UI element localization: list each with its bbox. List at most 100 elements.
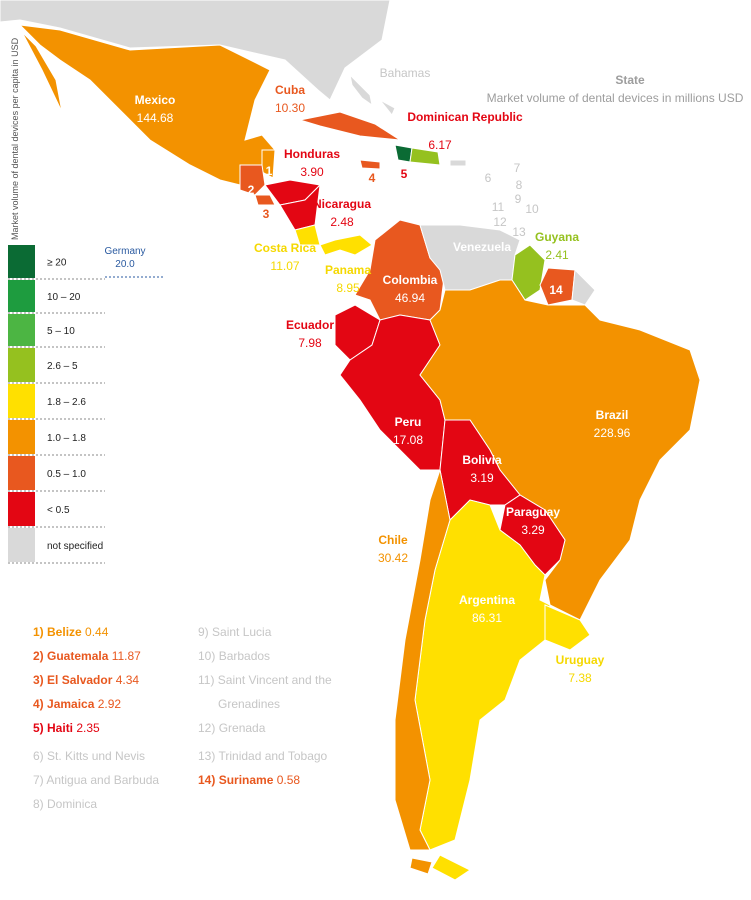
state-number: 7) bbox=[33, 773, 44, 787]
country-value: 144.68 bbox=[137, 111, 174, 125]
country-value: 86.31 bbox=[472, 611, 502, 625]
state-value: 0.44 bbox=[85, 625, 109, 639]
state-marker: 8 bbox=[516, 178, 523, 192]
islands bbox=[349, 73, 467, 167]
country-name: Chile bbox=[378, 533, 408, 547]
legend-label: 1.8 – 2.6 bbox=[47, 397, 86, 408]
country-name: Ecuador bbox=[286, 318, 334, 332]
state-number: 11) bbox=[198, 673, 214, 687]
country-value: 8.95 bbox=[336, 281, 360, 295]
country-name: Mexico bbox=[135, 93, 176, 107]
state-entry: 10) Barbados bbox=[198, 649, 270, 663]
country-value: 17.08 bbox=[393, 433, 423, 447]
state-entry: 8) Dominica bbox=[33, 797, 97, 811]
legend-label: ≥ 20 bbox=[47, 258, 67, 269]
state-entry: 5) Haiti 2.35 bbox=[33, 721, 100, 735]
legend-swatch bbox=[8, 528, 35, 562]
header: State Market volume of dental devices in… bbox=[487, 73, 744, 105]
state-name: Dominica bbox=[47, 797, 97, 811]
legend-swatch bbox=[8, 420, 35, 454]
haiti-shape bbox=[394, 144, 413, 163]
state-name: Barbados bbox=[219, 649, 270, 663]
legend-swatch bbox=[8, 384, 35, 418]
legend-label: 0.5 – 1.0 bbox=[47, 469, 86, 480]
state-marker: 3 bbox=[263, 207, 270, 221]
state-marker: 7 bbox=[514, 161, 521, 175]
state-value: 2.92 bbox=[98, 697, 122, 711]
legend-swatch bbox=[8, 280, 35, 312]
state-number: 6) bbox=[33, 749, 44, 763]
guatemala-shape bbox=[239, 164, 266, 196]
usa bbox=[0, 0, 391, 101]
country-name: Guyana bbox=[535, 230, 579, 244]
small-states: 1) Belize 0.44 2) Guatemala 11.87 3) El … bbox=[33, 625, 332, 811]
country-name: Paraguay bbox=[506, 505, 560, 519]
state-entry: 7) Antigua and Barbuda bbox=[33, 773, 159, 787]
country-value: 7.38 bbox=[568, 671, 592, 685]
state-value: 2.35 bbox=[76, 721, 100, 735]
legend-label: 1.0 – 1.8 bbox=[47, 433, 86, 444]
reference-value: 20.0 bbox=[115, 259, 135, 270]
state-marker: 1 bbox=[266, 164, 273, 178]
state-name: Antigua and Barbuda bbox=[46, 773, 159, 787]
state-name: El Salvador bbox=[47, 673, 113, 687]
country-value: 10.30 bbox=[275, 101, 305, 115]
country-value: 2.48 bbox=[330, 215, 354, 229]
state-entry: 2) Guatemala 11.87 bbox=[33, 649, 141, 663]
state-name: Trinidad and Tobago bbox=[218, 749, 327, 763]
country-name: Bolivia bbox=[462, 453, 502, 467]
country-name: Bahamas bbox=[380, 66, 431, 80]
header-title: State bbox=[615, 73, 645, 87]
state-number: 3) bbox=[33, 673, 44, 687]
state-marker: 12 bbox=[493, 215, 507, 229]
state-name: Jamaica bbox=[47, 697, 95, 711]
state-marker: 4 bbox=[369, 171, 376, 185]
state-number: 1) bbox=[33, 625, 44, 639]
legend-label: not specified bbox=[47, 541, 103, 552]
state-entry: 11) Saint Vincent and the bbox=[198, 673, 332, 687]
legend-swatch bbox=[8, 314, 35, 346]
state-entry: 1) Belize 0.44 bbox=[33, 625, 109, 639]
country-value: 3.19 bbox=[470, 471, 494, 485]
country-name: Venezuela bbox=[453, 240, 511, 254]
legend: Market volume of dental devices per capi… bbox=[8, 37, 165, 564]
state-entry: 9) Saint Lucia bbox=[198, 625, 272, 639]
cuba-shape bbox=[299, 111, 401, 141]
state-name: Guatemala bbox=[47, 649, 109, 663]
state-entry: 6) St. Kitts und Nevis bbox=[33, 749, 145, 763]
state-value: 11.87 bbox=[112, 649, 141, 663]
country-value: 3.29 bbox=[521, 523, 545, 537]
country-value: 46.94 bbox=[395, 291, 425, 305]
country-name: Peru bbox=[395, 415, 422, 429]
country-labels: Mexico 144.68 Cuba 10.30 Bahamas Dominican Re… bbox=[135, 66, 631, 685]
state-entry: 14) Suriname 0.58 bbox=[198, 773, 300, 787]
state-number: 9) bbox=[198, 625, 209, 639]
state-entry: 13) Trinidad and Tobago bbox=[198, 749, 328, 763]
land bbox=[0, 0, 701, 881]
state-number: 12) bbox=[198, 721, 215, 735]
state-name: Belize bbox=[47, 625, 82, 639]
state-marker: 5 bbox=[401, 167, 408, 181]
state-entry-cont: Grenadines bbox=[218, 697, 280, 711]
state-name: Saint Lucia bbox=[212, 625, 272, 639]
state-name: St. Kitts und Nevis bbox=[47, 749, 145, 763]
legend-label: 2.6 – 5 bbox=[47, 361, 78, 372]
header-subtitle: Market volume of dental devices in milli… bbox=[487, 91, 744, 105]
state-value: 0.58 bbox=[277, 773, 301, 787]
country-name: Uruguay bbox=[556, 653, 605, 667]
country-name: Colombia bbox=[383, 273, 438, 287]
country-value: 2.41 bbox=[545, 248, 569, 262]
state-number: 2) bbox=[33, 649, 44, 663]
state-marker: 9 bbox=[515, 192, 522, 206]
dominican-republic-shape bbox=[409, 147, 441, 166]
el-salvador-shape bbox=[254, 194, 276, 206]
legend-label: < 0.5 bbox=[47, 505, 70, 516]
state-marker: 6 bbox=[485, 171, 492, 185]
state-number: 8) bbox=[33, 797, 44, 811]
state-number: 4) bbox=[33, 697, 44, 711]
legend-swatch bbox=[8, 492, 35, 526]
legend-label: 5 – 10 bbox=[47, 326, 75, 337]
legend-swatch bbox=[8, 245, 35, 278]
nicaragua-shape bbox=[279, 183, 321, 231]
